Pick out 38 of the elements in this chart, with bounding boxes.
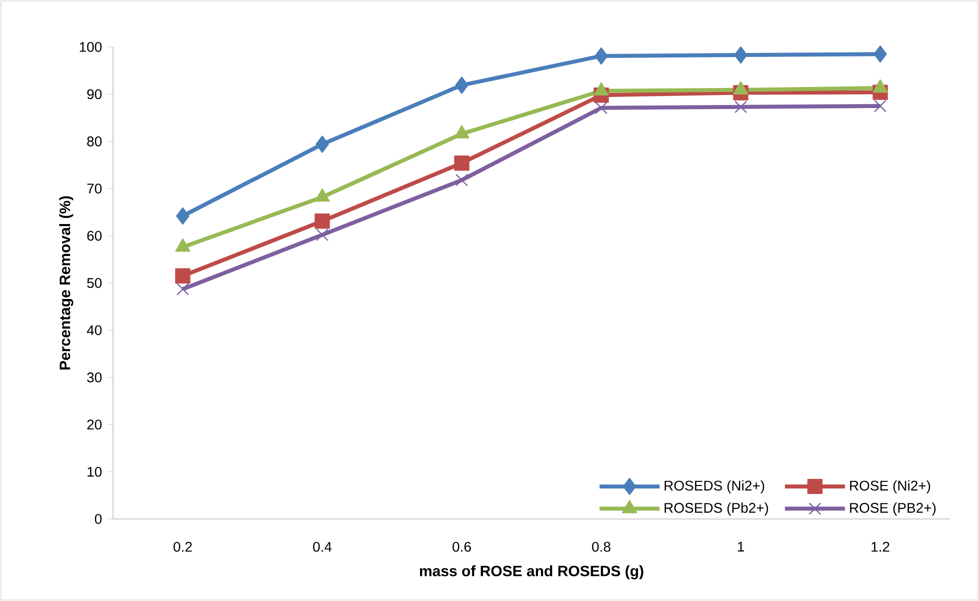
point: [594, 47, 608, 65]
y-tick-label: 80: [87, 136, 102, 146]
point: [734, 46, 748, 64]
point: [874, 45, 887, 63]
y-tick-label: 10: [88, 466, 102, 477]
x-tick-label: 1.2: [872, 542, 890, 552]
point: [595, 102, 608, 114]
y-tick-label: 60: [87, 230, 102, 241]
point: [176, 282, 190, 296]
x-tick-label: 0.4: [313, 542, 332, 552]
x-axis-title: mass of ROSE and ROSEDS (g): [420, 565, 644, 580]
point: [175, 268, 190, 284]
y-tick-label: 30: [87, 372, 102, 382]
point: [314, 214, 330, 229]
legend-label: ROSE (PB2+): [850, 502, 936, 516]
point: [316, 228, 329, 242]
point: [734, 100, 748, 114]
y-tick-label: 90: [87, 89, 102, 100]
y-tick-label: 70: [87, 184, 102, 194]
x-tick-label: 0.2: [174, 542, 192, 552]
x-tick-label: 0.8: [592, 542, 610, 552]
y-tick-label: 0: [94, 514, 102, 524]
legend-label: ROSEDS (Pb2+): [664, 502, 768, 516]
point: [455, 76, 468, 94]
y-axis-title: Percentage Removal (%): [59, 196, 74, 370]
y-tick-label: 20: [87, 420, 102, 430]
y-tick-label: 40: [86, 325, 102, 336]
legend-label: ROSEDS (Ni2+): [664, 480, 764, 494]
point: [176, 207, 190, 225]
point: [456, 174, 468, 186]
x-tick-label: 1: [738, 542, 744, 552]
point: [874, 100, 887, 112]
legend-label: ROSE (Ni2+): [850, 480, 930, 494]
y-tick-label: 50: [87, 278, 102, 288]
point: [454, 155, 470, 171]
y-tick-label: 100: [80, 42, 102, 52]
x-tick-label: 0.6: [452, 542, 471, 552]
point: [316, 136, 329, 153]
